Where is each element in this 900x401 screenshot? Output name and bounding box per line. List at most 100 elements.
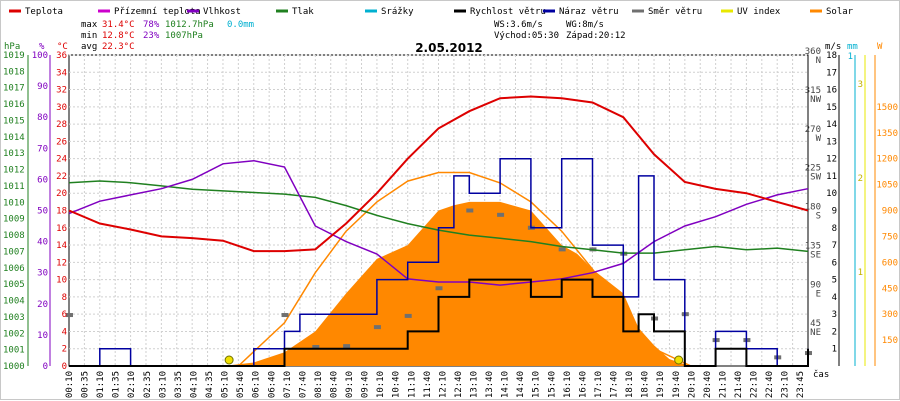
tick-pct: 60 [37,175,48,185]
tick-temp: 24 [56,155,67,165]
tick-x: 18:40 [641,371,651,398]
tick-w: 600 [882,258,898,268]
tick-ms: 12 [826,155,837,165]
tick-x: 18:10 [625,371,635,398]
wind-direction-marker [404,313,412,318]
tick-hpa: 1011 [3,182,25,192]
tick-w: 1350 [876,129,898,139]
stat-avg-label: avg [81,42,97,52]
tick-x: 21:10 [718,371,728,398]
tick-direction-deg: 135 [805,241,821,251]
tick-pct: 90 [37,82,48,92]
axes: hPa% °C1000100110021003100410051006100710… [3,42,898,398]
tick-w: 300 [882,310,898,320]
axis-title-hpa: hPa [4,42,20,52]
tick-hpa: 1009 [3,215,25,225]
tick-w: 1200 [876,155,898,165]
tick-w: 750 [882,232,898,242]
wind-direction-marker [312,344,320,349]
solar-area [222,201,692,366]
stat-min-label: min [81,31,97,41]
legend-label: Náraz větru [559,7,619,17]
wind-speed-line [69,278,809,367]
tick-temp: 26 [56,137,67,147]
tick-x: 08:40 [330,371,340,398]
tick-ms: 5 [832,276,837,286]
uv-point [674,355,684,365]
humidity-line [68,159,809,286]
tick-hpa: 1017 [3,84,25,94]
tick-temp: 32 [56,86,67,96]
tick-temp: 18 [56,207,67,217]
wind-direction-marker [558,247,566,252]
wind-direction-marker [435,286,443,291]
tick-direction-deg: 315 [805,86,821,96]
tick-temp: 28 [56,120,67,130]
tick-direction-name: SE [810,250,821,260]
tick-temp: 6 [62,310,67,320]
tick-direction-deg: 225 [805,164,821,174]
tick-ms: 15 [826,103,837,113]
axis-title-temp: °C [57,42,68,52]
tick-hpa: 1015 [3,116,25,126]
tick-hpa: 1001 [3,346,25,356]
tick-x: 20:10 [687,371,697,398]
stat-avg-temp: 22.3°C [102,42,135,52]
stat-min-temp: 12.8°C [102,31,135,41]
tick-temp: 14 [56,241,67,251]
tick-ms: 1 [832,345,837,355]
legend-label: Srážky [381,7,414,17]
tick-ms: 4 [832,293,837,303]
tick-x: 03:10 [158,371,168,398]
tick-pct: 20 [37,300,48,310]
tick-hpa: 1006 [3,264,25,274]
stat-sunset: Západ:20:12 [566,31,626,41]
tick-x: 01:10 [96,371,106,398]
tick-direction-name: NW [810,95,821,105]
tick-hpa: 1002 [3,329,25,339]
tick-ms: 2 [832,327,837,337]
tick-temp: 34 [56,68,67,78]
wind-direction-marker [373,325,381,330]
stat-rain: 0.0mm [227,20,254,30]
tick-x: 22:40 [765,371,775,398]
tick-w: 150 [882,336,898,346]
tick-w: 450 [882,284,898,294]
tick-hpa: 1008 [3,231,25,241]
stat-min-press: 1007hPa [165,31,203,41]
tick-w: 1500 [876,103,898,113]
stat-wg: WG:8m/s [566,20,604,30]
tick-ms: 10 [826,189,837,199]
series-marks [66,95,812,367]
tick-direction-name: W [816,134,822,144]
tick-pct: 40 [37,238,48,248]
tick-w: 1050 [876,181,898,191]
tick-pct: 70 [37,144,48,154]
tick-x: 20:40 [703,371,713,398]
tick-direction-name: E [816,289,821,299]
tick-x: 19:40 [672,371,682,398]
tick-hpa: 1007 [3,247,25,257]
tick-direction-deg: 180 [805,203,821,213]
uv-point [224,355,234,365]
tick-x: 15:40 [547,371,557,398]
tick-temp: 16 [56,224,67,234]
wind-direction-marker [466,208,474,213]
tick-temp: 0 [62,362,67,372]
tick-pct: 100 [32,51,48,61]
tick-temp: 4 [62,327,67,337]
tick-pct: 30 [37,269,48,279]
tick-x: 00:10 [65,371,75,398]
stat-max-hum: 78% [143,20,160,30]
legend-label: Tlak [292,7,314,17]
tick-temp: 36 [56,51,67,61]
tick-x: 13:40 [485,371,495,398]
stat-ws: WS:3.6m/s [494,20,543,30]
legend-label: UV index [737,7,781,17]
stats-block: max 31.4°C 78% 1012.7hPa 0.0mm min 12.8°… [81,20,626,52]
tick-hpa: 1016 [3,100,25,110]
x-axis-label: čas [813,369,829,380]
tick-x: 02:35 [143,371,153,398]
